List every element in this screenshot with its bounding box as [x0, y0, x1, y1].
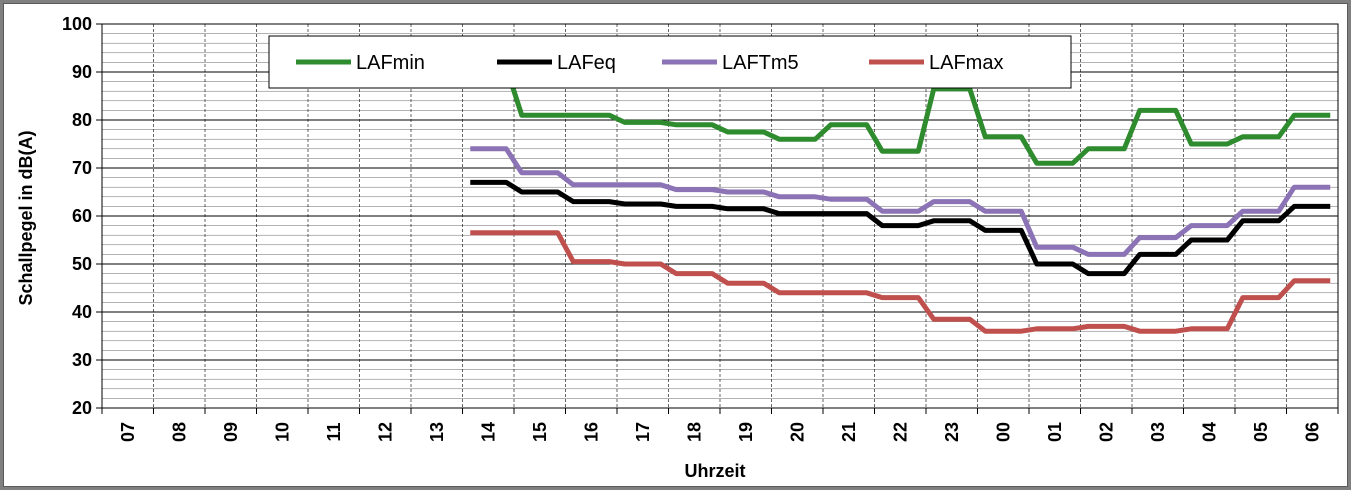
x-tick-label: 10	[272, 422, 292, 442]
legend: LAFmin LAFeq LAFTm5 LAFmax	[268, 35, 1072, 89]
x-tick-label: 06	[1302, 422, 1322, 442]
x-axis-title: Uhrzeit	[684, 461, 745, 481]
y-tick-label: 100	[62, 14, 92, 34]
series-lines	[470, 64, 1331, 334]
x-tick-label: 21	[839, 422, 859, 442]
y-tick-label: 30	[72, 350, 92, 370]
x-tick-label: 19	[736, 422, 756, 442]
x-tick-label: 03	[1148, 422, 1168, 442]
x-tick-label: 17	[633, 422, 653, 442]
y-tick-label: 80	[72, 110, 92, 130]
x-tick-label: 15	[530, 422, 550, 442]
gridlines	[102, 24, 1338, 408]
series-line-lafmin	[470, 64, 1331, 166]
chart-frame: 20 30 40 50 60 70 80 90 100 07 08 09 10 11 12 13 14 15 16 1…	[3, 3, 1348, 487]
y-tick-label: 20	[72, 398, 92, 418]
x-tick-label: 08	[169, 422, 189, 442]
x-tick-label: 09	[221, 422, 241, 442]
series-line-lafeq	[470, 179, 1331, 277]
axes: 20 30 40 50 60 70 80 90 100 07 08 09 10 11 12 13 14 15 16 1…	[62, 14, 1339, 442]
x-tick-label: 11	[324, 422, 344, 441]
y-tick-label: 90	[72, 62, 92, 82]
legend-label-laftm5: LAFTm5	[722, 52, 799, 74]
line-chart: 20 30 40 50 60 70 80 90 100 07 08 09 10 11 12 13 14 15 16 1…	[16, 14, 1339, 481]
y-tick-label: 70	[72, 158, 92, 178]
x-tick-label: 22	[890, 422, 910, 442]
y-tick-label: 40	[72, 302, 92, 322]
y-tick-label: 60	[72, 206, 92, 226]
x-tick-label: 23	[942, 422, 962, 442]
x-tick-label: 16	[581, 422, 601, 442]
x-tick-label: 00	[993, 422, 1013, 442]
legend-label-lafeq: LAFeq	[557, 52, 616, 74]
x-tick-label: 04	[1199, 422, 1219, 442]
x-tick-label: 13	[427, 422, 447, 442]
x-tick-label: 07	[118, 422, 138, 442]
legend-label-lafmax: LAFmax	[929, 52, 1003, 74]
y-tick-label: 50	[72, 254, 92, 274]
series-line-lafmax	[470, 230, 1331, 334]
x-tick-label: 05	[1251, 422, 1271, 442]
x-tick-label: 14	[478, 422, 498, 442]
x-tick-label: 18	[684, 422, 704, 442]
x-tick-label: 02	[1096, 422, 1116, 442]
x-tick-label: 12	[375, 422, 395, 442]
x-tick-label: 20	[787, 422, 807, 442]
x-tick-label: 01	[1045, 422, 1065, 442]
y-axis-title: Schallpegel in dB(A)	[16, 130, 36, 305]
series-line-laftm5	[470, 146, 1331, 257]
legend-label-lafmin: LAFmin	[356, 52, 425, 74]
